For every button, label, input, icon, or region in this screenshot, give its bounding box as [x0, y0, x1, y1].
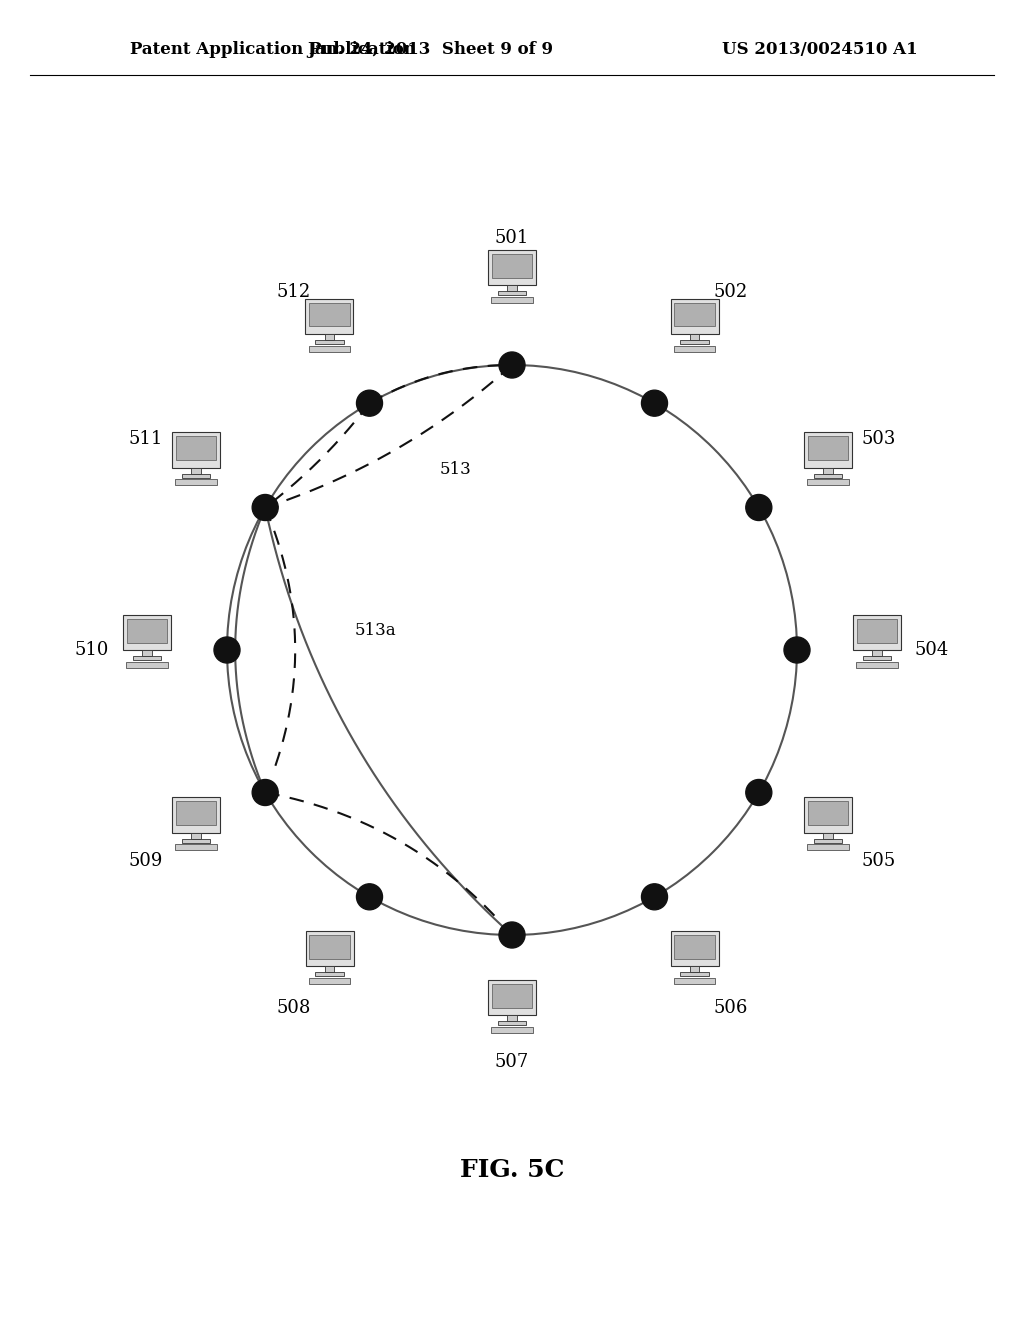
Text: 510: 510 [75, 642, 109, 659]
Bar [872, 649, 882, 656]
Bar [172, 797, 220, 833]
Text: 503: 503 [861, 430, 895, 449]
Bar [305, 298, 353, 334]
Circle shape [356, 391, 383, 416]
Circle shape [641, 884, 668, 909]
Bar [807, 479, 849, 486]
Bar [680, 973, 709, 977]
Circle shape [252, 495, 279, 520]
Bar [175, 845, 217, 850]
Bar [814, 840, 843, 842]
Text: 513a: 513a [354, 622, 396, 639]
Text: 509: 509 [129, 851, 163, 870]
Bar [488, 979, 536, 1015]
Text: 502: 502 [714, 282, 748, 301]
Bar [690, 334, 699, 341]
Text: 512: 512 [276, 282, 310, 301]
Circle shape [499, 921, 525, 948]
Bar [127, 619, 167, 643]
Bar [325, 966, 334, 973]
Circle shape [745, 780, 772, 805]
Text: 513: 513 [439, 461, 472, 478]
Bar [132, 656, 162, 660]
Bar [671, 931, 719, 966]
Bar [492, 253, 532, 277]
Bar [862, 656, 892, 660]
Text: 511: 511 [129, 430, 163, 449]
Text: 507: 507 [495, 1053, 529, 1071]
Text: Patent Application Publication: Patent Application Publication [130, 41, 416, 58]
Bar [315, 973, 344, 977]
Bar [680, 341, 709, 345]
Circle shape [214, 638, 240, 663]
Bar [492, 1027, 532, 1032]
Circle shape [784, 638, 810, 663]
Circle shape [356, 884, 383, 909]
Bar [308, 978, 350, 983]
Bar [309, 935, 349, 958]
Bar [674, 978, 716, 983]
Text: Jan. 24, 2013  Sheet 9 of 9: Jan. 24, 2013 Sheet 9 of 9 [307, 41, 553, 58]
Bar [823, 833, 833, 840]
Text: 506: 506 [714, 999, 748, 1016]
Circle shape [641, 391, 668, 416]
Bar [308, 346, 350, 351]
Text: 501: 501 [495, 228, 529, 247]
Bar [814, 474, 843, 478]
Circle shape [252, 780, 279, 805]
Bar [498, 292, 526, 296]
Bar [498, 1022, 526, 1026]
Bar [804, 433, 852, 467]
Bar [176, 801, 216, 825]
Bar [123, 615, 171, 649]
Bar [175, 479, 217, 486]
Bar [507, 285, 517, 292]
Bar [690, 966, 699, 973]
Bar [492, 983, 532, 1007]
Bar [181, 840, 210, 842]
Bar [674, 346, 716, 351]
Bar [857, 619, 897, 643]
Bar [315, 341, 344, 345]
Bar [492, 297, 532, 302]
Bar [808, 801, 848, 825]
Bar [675, 302, 715, 326]
Text: US 2013/0024510 A1: US 2013/0024510 A1 [722, 41, 918, 58]
Text: 505: 505 [861, 851, 895, 870]
Bar [808, 436, 848, 461]
Bar [191, 833, 201, 840]
Text: 508: 508 [276, 999, 310, 1016]
Bar [172, 433, 220, 467]
Circle shape [499, 352, 525, 378]
Bar [309, 302, 349, 326]
Bar [325, 334, 334, 341]
Bar [804, 797, 852, 833]
Bar [823, 467, 833, 474]
Bar [488, 249, 536, 285]
Text: 504: 504 [915, 642, 949, 659]
Bar [675, 935, 715, 958]
Bar [853, 615, 901, 649]
Bar [507, 1015, 517, 1022]
Bar [856, 661, 898, 668]
Bar [671, 298, 719, 334]
Bar [181, 474, 210, 478]
Bar [176, 436, 216, 461]
Circle shape [745, 495, 772, 520]
Bar [305, 931, 353, 966]
Bar [191, 467, 201, 474]
Bar [126, 661, 168, 668]
Text: FIG. 5C: FIG. 5C [460, 1158, 564, 1181]
Bar [142, 649, 152, 656]
Bar [807, 845, 849, 850]
